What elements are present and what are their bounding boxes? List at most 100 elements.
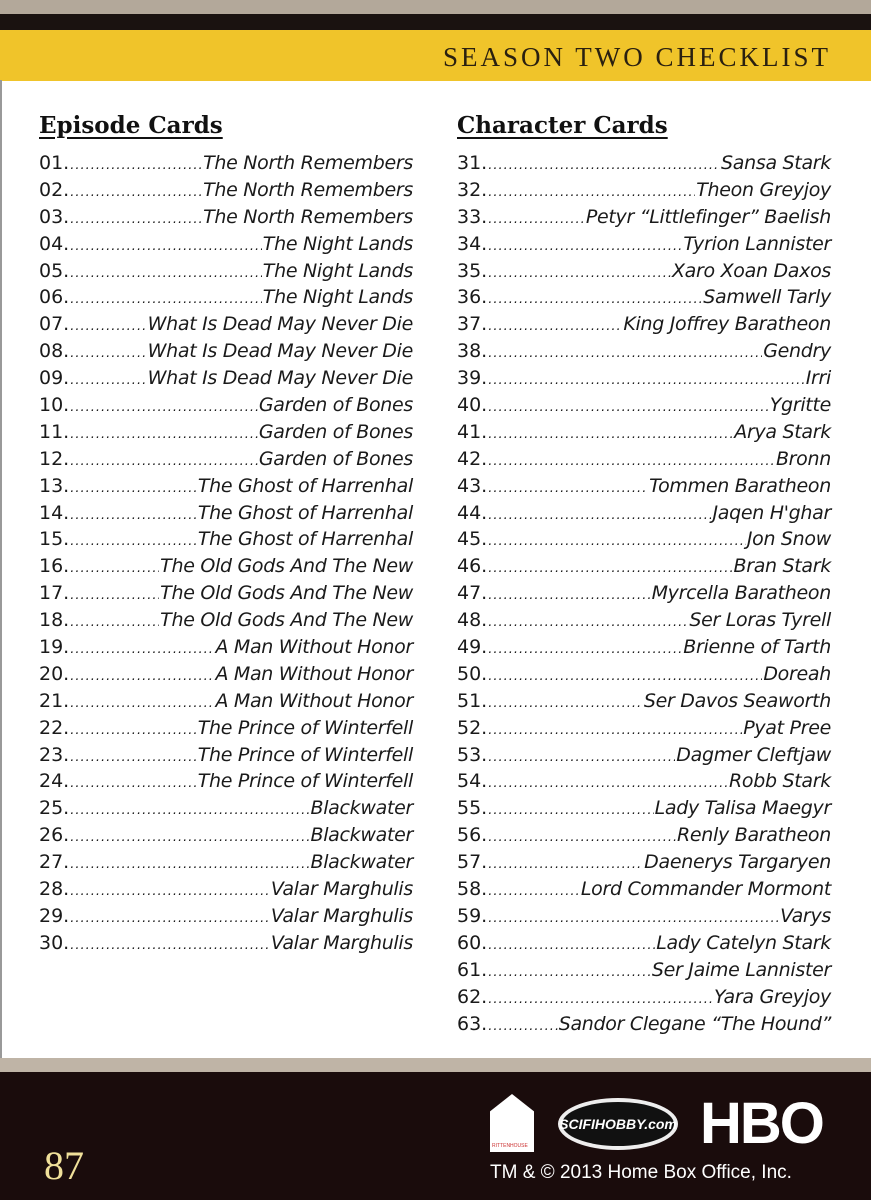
card-title: Jon Snow bbox=[746, 528, 831, 551]
card-number-label: 50. bbox=[457, 662, 488, 685]
card-number-label: 43. bbox=[457, 474, 488, 497]
card-title: Theon Greyjoy bbox=[696, 178, 831, 201]
card-number-label: 58. bbox=[457, 878, 488, 901]
leader-dots bbox=[70, 911, 270, 926]
copyright-text: TM & © 2013 Home Box Office, Inc. bbox=[490, 1162, 792, 1183]
card-number-label: 36. bbox=[457, 286, 488, 309]
list-item: 08. What Is Dead May Never Die bbox=[39, 340, 413, 367]
card-title: A Man Without Honor bbox=[215, 636, 413, 659]
card-number-label: 54. bbox=[457, 770, 488, 793]
card-title: Robb Stark bbox=[729, 770, 831, 793]
card-title: Ser Davos Seaworth bbox=[643, 689, 831, 712]
list-item: 57. Daenerys Targaryen bbox=[457, 851, 831, 878]
scifihobby-logo-text: SCIFIHOBBY.com bbox=[559, 1116, 677, 1132]
card-title: The Old Gods And The New bbox=[160, 582, 413, 605]
leader-dots bbox=[488, 158, 720, 173]
list-item: 20. A Man Without Honor bbox=[39, 663, 413, 690]
list-item: 15. The Ghost of Harrenhal bbox=[39, 528, 413, 555]
leader-dots bbox=[70, 857, 309, 872]
card-title: The Old Gods And The New bbox=[160, 555, 413, 578]
card-title: Brienne of Tarth bbox=[683, 636, 831, 659]
card-number-label: 34. bbox=[457, 232, 488, 255]
list-item: 35. Xaro Xoan Daxos bbox=[457, 260, 831, 287]
card-number-label: 04. bbox=[39, 232, 70, 255]
list-item: 42. Bronn bbox=[457, 448, 831, 475]
leader-dots bbox=[488, 239, 682, 254]
card-number-label: 59. bbox=[457, 904, 488, 927]
leader-dots bbox=[70, 373, 146, 388]
card-title: Blackwater bbox=[310, 797, 413, 820]
leader-dots bbox=[488, 642, 682, 657]
hbo-logo: HBO bbox=[700, 1091, 825, 1156]
list-item: 34. Tyrion Lannister bbox=[457, 233, 831, 260]
card-number-label: 28. bbox=[39, 878, 70, 901]
card-title: The North Remembers bbox=[203, 178, 413, 201]
leader-dots bbox=[70, 454, 258, 469]
list-item: 60. Lady Catelyn Stark bbox=[457, 932, 831, 959]
card-number-label: 06. bbox=[39, 286, 70, 309]
leader-dots bbox=[70, 266, 262, 281]
card-title: Garden of Bones bbox=[258, 420, 413, 443]
leader-dots bbox=[488, 669, 762, 684]
card-title: Sandor Clegane “The Hound” bbox=[558, 1012, 832, 1035]
card-number-label: 37. bbox=[457, 313, 488, 336]
card-number-label: 38. bbox=[457, 340, 488, 363]
card-title: King Joffrey Baratheon bbox=[623, 313, 831, 336]
leader-dots bbox=[70, 185, 202, 200]
card-number-label: 47. bbox=[457, 582, 488, 605]
list-item: 02. The North Remembers bbox=[39, 179, 413, 206]
card-title: The Prince of Winterfell bbox=[197, 770, 414, 793]
leader-dots bbox=[488, 911, 779, 926]
card-title: Petyr “Littlefinger” Baelish bbox=[585, 205, 831, 228]
card-number-label: 22. bbox=[39, 716, 70, 739]
card-number-label: 20. bbox=[39, 662, 70, 685]
leader-dots bbox=[488, 427, 733, 442]
leader-dots bbox=[488, 965, 651, 980]
list-item: 45. Jon Snow bbox=[457, 528, 831, 555]
card-title: Jaqen H'ghar bbox=[712, 501, 831, 524]
list-item: 38. Gendry bbox=[457, 340, 831, 367]
card-title: The Night Lands bbox=[262, 259, 414, 282]
card-number-label: 61. bbox=[457, 958, 488, 981]
episode-list: 01. The North Remembers 02. The North Remem… bbox=[39, 152, 413, 959]
card-title: The Ghost of Harrenhal bbox=[197, 474, 413, 497]
card-title: Gendry bbox=[763, 340, 831, 363]
list-item: 37. King Joffrey Baratheon bbox=[457, 313, 831, 340]
card-title: Irri bbox=[805, 367, 832, 390]
left-edge bbox=[0, 80, 2, 1060]
leader-dots bbox=[70, 400, 258, 415]
card-number-label: 51. bbox=[457, 689, 488, 712]
card-number-label: 49. bbox=[457, 636, 488, 659]
list-item: 01. The North Remembers bbox=[39, 152, 413, 179]
leader-dots bbox=[488, 750, 675, 765]
card-number-label: 23. bbox=[39, 743, 70, 766]
card-title: Bronn bbox=[775, 447, 831, 470]
list-item: 14. The Ghost of Harrenhal bbox=[39, 502, 413, 529]
card-number-label: 40. bbox=[457, 394, 488, 417]
leader-dots bbox=[488, 723, 742, 738]
card-number-label: 19. bbox=[39, 636, 70, 659]
card-number-label: 48. bbox=[457, 609, 488, 632]
card-number-label: 56. bbox=[457, 824, 488, 847]
leader-dots bbox=[70, 481, 197, 496]
leader-dots bbox=[70, 158, 202, 173]
card-title: Lady Catelyn Stark bbox=[656, 931, 831, 954]
page-title: SEASON TWO CHECKLIST bbox=[442, 42, 831, 72]
card-number-label: 27. bbox=[39, 851, 70, 874]
leader-dots bbox=[488, 992, 713, 1007]
list-item: 22. The Prince of Winterfell bbox=[39, 717, 413, 744]
leader-dots bbox=[488, 938, 655, 953]
card-number-label: 41. bbox=[457, 420, 488, 443]
scifihobby-logo: SCIFIHOBBY.com bbox=[558, 1098, 678, 1150]
list-item: 16. The Old Gods And The New bbox=[39, 555, 413, 582]
card-number-label: 17. bbox=[39, 582, 70, 605]
list-item: 51. Ser Davos Seaworth bbox=[457, 690, 831, 717]
card-title: Samwell Tarly bbox=[703, 286, 831, 309]
leader-dots bbox=[70, 884, 270, 899]
list-item: 48. Ser Loras Tyrell bbox=[457, 609, 831, 636]
card-number-label: 52. bbox=[457, 716, 488, 739]
card-title: A Man Without Honor bbox=[215, 689, 413, 712]
list-item: 11. Garden of Bones bbox=[39, 421, 413, 448]
leader-dots bbox=[70, 292, 262, 307]
card-title: The Ghost of Harrenhal bbox=[197, 528, 413, 551]
